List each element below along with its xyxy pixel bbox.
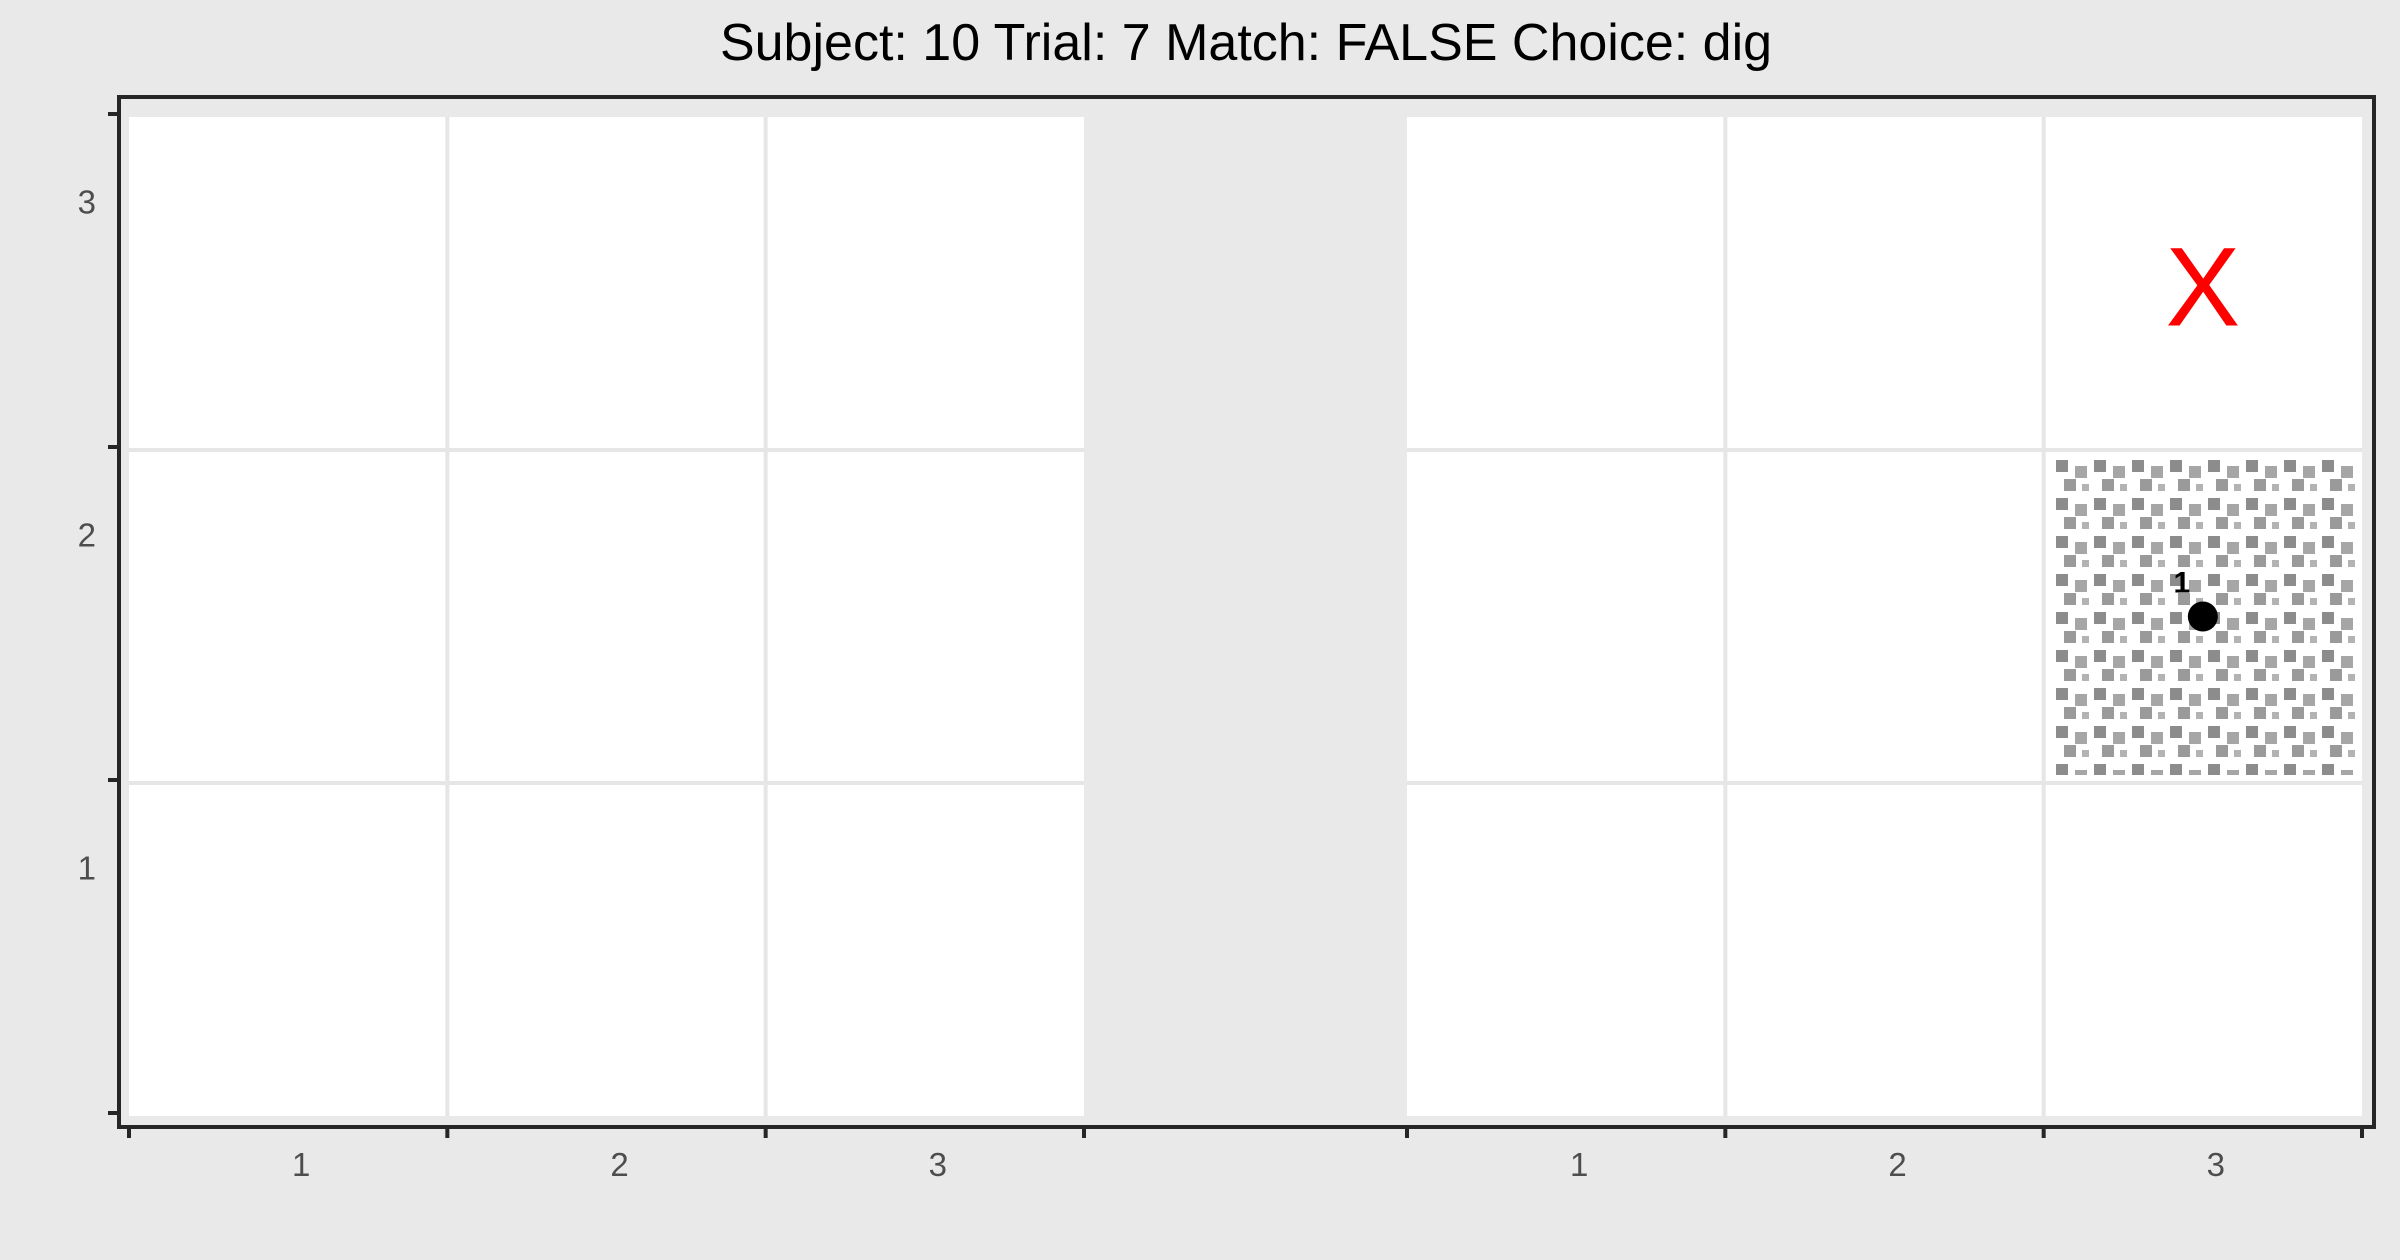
- panels: [129, 117, 2362, 1116]
- marks: 1X: [2055, 225, 2360, 775]
- x-tick-label: 1: [292, 1146, 310, 1183]
- x-tick-label: 3: [2207, 1146, 2225, 1183]
- y-tick-label: 3: [78, 184, 96, 221]
- y-tick-label: 1: [78, 850, 96, 887]
- x-tick-label: 1: [1570, 1146, 1588, 1183]
- x-tick-label: 3: [929, 1146, 947, 1183]
- point-label: 1: [2173, 567, 2190, 600]
- panel-left: [129, 117, 1084, 1116]
- axes: 1 2 3 1 2 3 1 2 3: [78, 95, 2376, 1183]
- x-tick-label: 2: [610, 1146, 628, 1183]
- x-mark: X: [2165, 225, 2240, 350]
- plot-border: [117, 95, 2376, 1129]
- chart-title: Subject: 10 Trial: 7 Match: FALSE Choice…: [720, 14, 1772, 72]
- gridlines: [129, 117, 2362, 1116]
- x-tick-label: 2: [1888, 1146, 1906, 1183]
- y-tick-label: 2: [78, 517, 96, 554]
- data-point: [2187, 601, 2218, 632]
